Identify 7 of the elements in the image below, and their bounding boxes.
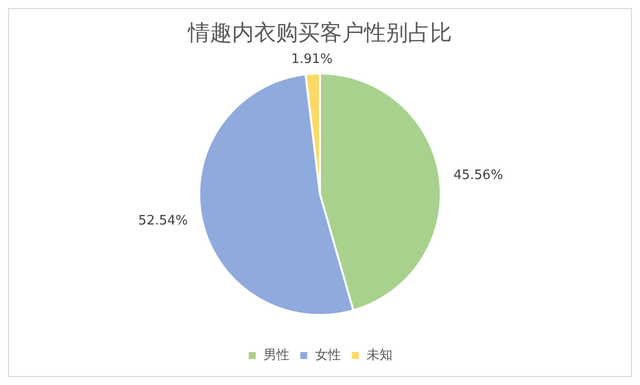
- chart-title: 情趣内衣购买客户性别占比: [187, 20, 452, 45]
- legend-label: 男性: [263, 348, 290, 363]
- data-label: 1.91%: [291, 52, 333, 68]
- data-label: 52.54%: [138, 213, 188, 228]
- legend-label: 女性: [314, 348, 341, 363]
- data-label: 45.56%: [453, 168, 504, 183]
- legend-label: 未知: [366, 348, 392, 363]
